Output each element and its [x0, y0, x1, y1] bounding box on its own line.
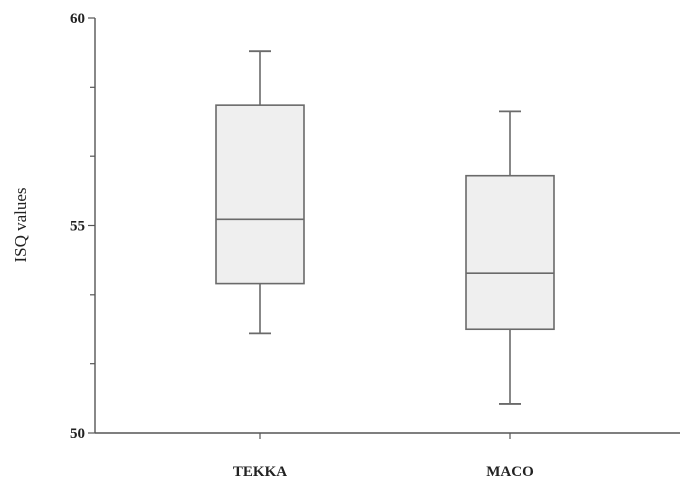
y-tick-label: 55 [70, 219, 85, 235]
x-axis: TEKKA MACO [95, 432, 680, 480]
y-tick-label: 50 [70, 426, 85, 442]
y-tick-label: 60 [70, 11, 85, 27]
box-tekka [215, 50, 305, 335]
box-series [215, 50, 555, 405]
iqr-box [215, 104, 305, 285]
x-tick-label: MACO [486, 464, 534, 480]
y-axis: 50 55 60 [70, 11, 96, 442]
y-axis-label: ISQ values [11, 187, 30, 262]
x-tick-label: TEKKA [233, 464, 287, 480]
box-maco [465, 110, 555, 405]
iqr-box [465, 174, 555, 331]
